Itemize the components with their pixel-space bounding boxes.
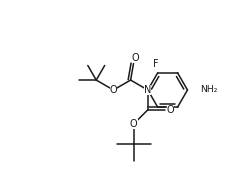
Text: N: N [144, 85, 151, 95]
Text: NH₂: NH₂ [200, 85, 218, 93]
Text: O: O [130, 119, 138, 129]
Text: O: O [167, 105, 174, 115]
Text: O: O [132, 53, 139, 62]
Text: F: F [153, 59, 158, 69]
Text: O: O [110, 85, 117, 95]
